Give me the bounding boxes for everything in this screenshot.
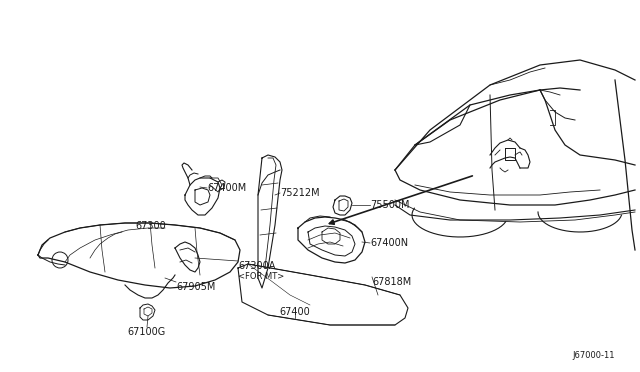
Text: 67300: 67300 [135,221,166,231]
Text: 75500M: 75500M [370,200,410,210]
Text: 75212M: 75212M [280,188,319,198]
Text: 67400N: 67400N [370,238,408,248]
Text: 67400M: 67400M [207,183,246,193]
Text: J67000-11: J67000-11 [573,351,615,360]
Text: 67905M: 67905M [176,282,216,292]
Text: 67818M: 67818M [372,277,412,287]
Text: 67100G: 67100G [128,327,166,337]
Text: <FOR MT>: <FOR MT> [238,272,284,281]
Text: 67300A: 67300A [238,261,275,271]
Text: 67400: 67400 [280,307,310,317]
